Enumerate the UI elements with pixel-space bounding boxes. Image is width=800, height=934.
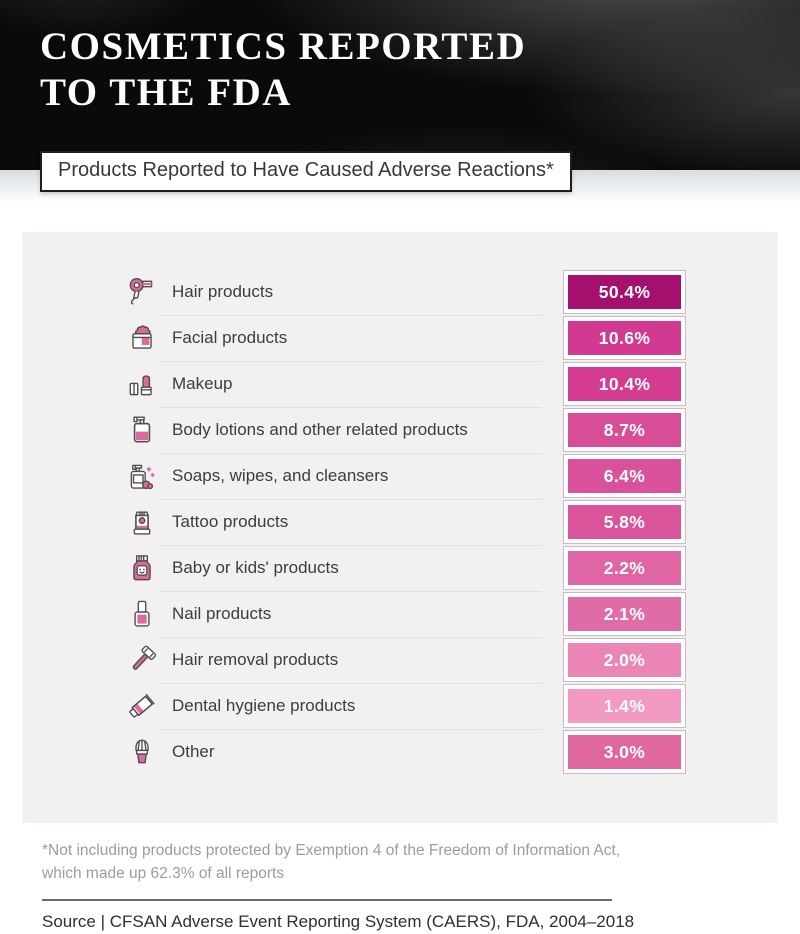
row-label: Makeup xyxy=(172,374,233,393)
page-title-line1: COSMETICS REPORTED xyxy=(40,25,527,68)
razor-icon xyxy=(125,643,172,677)
tattoo-tube-icon xyxy=(125,505,172,539)
footnote-line1: *Not including products protected by Exe… xyxy=(42,842,621,859)
row-label: Baby or kids' products xyxy=(172,558,339,577)
value-badge-fill: 1.4% xyxy=(568,689,681,723)
row-label: Other xyxy=(172,742,215,761)
lotion-pump-icon xyxy=(125,413,172,447)
row-label: Dental hygiene products xyxy=(172,696,356,715)
chart-card: Hair products 50.4% Facial products 10.6… xyxy=(22,232,778,823)
value-badge-text: 10.6% xyxy=(598,327,651,348)
value-badge-fill: 3.0% xyxy=(568,735,681,769)
value-badge: 5.8% xyxy=(563,500,686,544)
value-badge: 2.1% xyxy=(563,592,686,636)
nail-polish-icon xyxy=(125,597,172,631)
value-badge: 2.0% xyxy=(563,638,686,682)
row-label: Hair removal products xyxy=(172,650,339,669)
row-label: Soaps, wipes, and cleansers xyxy=(172,466,389,485)
table-row: Baby or kids' products 2.2% xyxy=(125,545,686,591)
table-row: Tattoo products 5.8% xyxy=(125,499,686,545)
value-badge-fill: 10.6% xyxy=(568,321,681,355)
value-badge-fill: 5.8% xyxy=(568,505,681,539)
value-badge-text: 6.4% xyxy=(603,465,646,486)
subtitle-box: Products Reported to Have Caused Adverse… xyxy=(40,151,572,192)
value-badge-text: 10.4% xyxy=(598,373,651,394)
shaving-brush-icon xyxy=(125,735,172,769)
footer-divider xyxy=(42,898,612,901)
footnote: *Not including products protected by Exe… xyxy=(42,839,758,886)
soap-dispenser-icon xyxy=(125,459,172,493)
page-title-line2: TO THE FDA xyxy=(40,70,292,114)
value-badge-text: 2.2% xyxy=(603,557,646,578)
table-row: Dental hygiene products 1.4% xyxy=(125,683,686,729)
hair-dryer-icon xyxy=(125,275,172,309)
value-badge: 2.2% xyxy=(563,546,686,590)
row-label: Hair products xyxy=(172,282,274,301)
value-badge-text: 3.0% xyxy=(603,741,646,762)
table-row: Nail products 2.1% xyxy=(125,591,686,637)
value-badge: 3.0% xyxy=(563,730,686,774)
subtitle-text: Products Reported to Have Caused Adverse… xyxy=(58,159,554,181)
table-row: Facial products 10.6% xyxy=(125,315,686,361)
baby-bottle-icon xyxy=(125,551,172,585)
table-row: Hair removal products 2.0% xyxy=(125,637,686,683)
table-row: Other 3.0% xyxy=(125,729,686,775)
source-line: Source | CFSAN Adverse Event Reporting S… xyxy=(42,911,635,931)
value-badge: 1.4% xyxy=(563,684,686,728)
value-badge-fill: 8.7% xyxy=(568,413,681,447)
lipstick-icon xyxy=(125,367,172,401)
toothpaste-icon xyxy=(125,689,172,723)
table-row: Soaps, wipes, and cleansers 6.4% xyxy=(125,453,686,499)
value-badge-text: 2.0% xyxy=(603,649,646,670)
row-label: Tattoo products xyxy=(172,512,289,531)
value-badge-text: 50.4% xyxy=(598,281,651,302)
row-label: Facial products xyxy=(172,328,288,347)
value-badge-fill: 6.4% xyxy=(568,459,681,493)
page-title: COSMETICS REPORTED TO THE FDA xyxy=(40,24,526,115)
footer: *Not including products protected by Exe… xyxy=(0,823,800,932)
value-badge-fill: 50.4% xyxy=(568,275,681,309)
value-badge-fill: 2.2% xyxy=(568,551,681,585)
value-badge: 10.4% xyxy=(563,362,686,406)
header: COSMETICS REPORTED TO THE FDA Products Re… xyxy=(0,0,800,192)
value-badge: 8.7% xyxy=(563,408,686,452)
value-badge-fill: 2.0% xyxy=(568,643,681,677)
value-badge-text: 1.4% xyxy=(603,695,646,716)
value-badge-fill: 10.4% xyxy=(568,367,681,401)
product-rows: Hair products 50.4% Facial products 10.6… xyxy=(125,269,686,775)
value-badge-fill: 2.1% xyxy=(568,597,681,631)
value-badge: 10.6% xyxy=(563,316,686,360)
table-row: Makeup 10.4% xyxy=(125,361,686,407)
footnote-line2: which made up 62.3% of all reports xyxy=(42,865,285,883)
value-badge-text: 8.7% xyxy=(603,419,646,440)
value-badge-text: 2.1% xyxy=(603,603,646,624)
cream-jar-icon xyxy=(125,321,172,355)
row-label: Body lotions and other related products xyxy=(172,420,468,439)
value-badge: 50.4% xyxy=(563,270,686,314)
table-row: Hair products 50.4% xyxy=(125,269,686,315)
table-row: Body lotions and other related products … xyxy=(125,407,686,453)
row-label: Nail products xyxy=(172,604,272,623)
value-badge: 6.4% xyxy=(563,454,686,498)
value-badge-text: 5.8% xyxy=(603,511,646,532)
